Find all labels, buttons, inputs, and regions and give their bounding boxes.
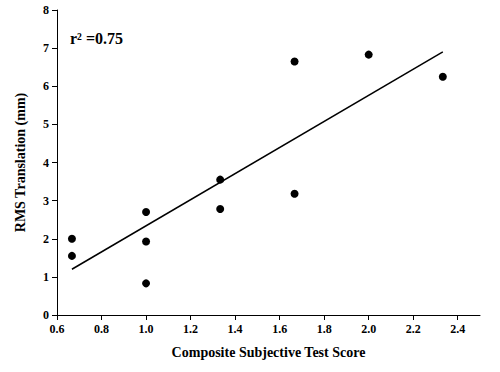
svg-text:7: 7 [43,41,49,55]
svg-text:2: 2 [43,232,49,246]
svg-text:RMS Translation (mm): RMS Translation (mm) [13,92,29,232]
svg-text:8: 8 [43,3,49,17]
svg-text:1: 1 [43,270,49,284]
svg-text:1.6: 1.6 [272,322,287,336]
svg-text:0.6: 0.6 [50,322,65,336]
svg-text:6: 6 [43,79,49,93]
svg-text:1.8: 1.8 [317,322,332,336]
svg-text:5: 5 [43,117,49,131]
svg-text:0.8: 0.8 [94,322,109,336]
svg-text:0: 0 [43,308,49,322]
svg-text:3: 3 [43,194,49,208]
svg-text:1.4: 1.4 [228,322,243,336]
svg-text:2.4: 2.4 [450,322,465,336]
svg-text:2.0: 2.0 [361,322,376,336]
svg-text:2.2: 2.2 [406,322,421,336]
svg-text:r² =0.75: r² =0.75 [70,30,123,47]
svg-text:1.2: 1.2 [183,322,198,336]
svg-text:4: 4 [43,156,49,170]
svg-text:1.0: 1.0 [139,322,154,336]
svg-text:Composite Subjective Test Scor: Composite Subjective Test Score [172,345,366,360]
